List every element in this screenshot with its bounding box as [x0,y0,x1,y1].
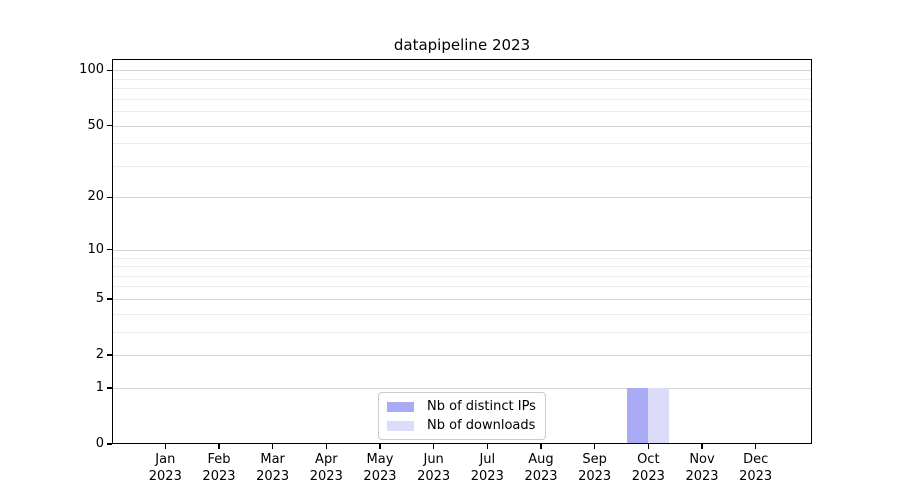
legend: Nb of distinct IPs Nb of downloads [378,392,546,440]
x-tick-label: Aug 2023 [524,452,558,484]
x-tick-label: Dec 2023 [739,452,773,484]
y-gridline-minor [112,313,812,315]
y-gridline-minor [112,111,812,113]
x-tick [593,444,596,449]
y-tick [107,249,112,251]
y-gridline-minor [112,266,812,268]
x-tick-label: Apr 2023 [309,452,343,484]
y-gridline-minor [112,143,812,145]
x-tick-label: Sep 2023 [578,452,612,484]
y-tick [107,387,112,389]
y-tick-label: 50 [87,117,104,133]
legend-label-distinct-ips: Nb of distinct IPs [427,399,536,414]
legend-item-distinct-ips: Nb of distinct IPs [387,399,536,414]
x-tick [540,444,542,449]
gridlines-layer [112,59,812,444]
x-tick-label: May 2023 [363,452,397,484]
y-tick [107,124,112,127]
x-tick [218,444,220,449]
y-gridline-minor [112,275,812,277]
legend-item-downloads: Nb of downloads [387,418,536,433]
x-tick [325,444,327,449]
y-tick [107,354,112,356]
y-gridline-minor [112,331,812,333]
bars-layer [112,59,812,444]
x-tick-label: Mar 2023 [256,452,290,484]
y-tick [107,69,112,71]
x-tick [164,444,166,449]
y-gridline-major [112,355,812,357]
x-tick [701,444,703,449]
x-tick-label: Jan 2023 [148,452,182,484]
y-gridline-major [112,197,812,199]
y-gridline-minor [112,286,812,288]
legend-swatch-downloads [387,420,414,431]
x-tick-label: Feb 2023 [202,452,236,484]
y-tick-label: 2 [95,347,104,363]
y-tick-label: 10 [87,241,104,257]
legend-swatch-distinct-ips [387,401,414,412]
y-tick-label: 20 [87,189,104,205]
y-tick-label: 100 [79,62,104,78]
y-tick [107,443,112,445]
y-tick [107,298,112,300]
y-gridline-minor [112,165,812,167]
y-tick-label: 5 [95,290,104,306]
x-tick [647,444,650,449]
x-tick-label: Nov 2023 [685,452,719,484]
x-tick-label: Jun 2023 [417,452,451,484]
y-gridline-major [112,70,812,72]
x-tick-label: Oct 2023 [631,452,665,484]
y-gridline-minor [112,257,812,259]
x-tick [379,444,381,449]
y-gridline-major [112,125,812,127]
bar-distinct-ips [627,387,649,444]
y-gridline-major [112,387,812,389]
y-tick-label: 0 [95,436,104,451]
x-tick [432,444,435,449]
y-gridline-minor [112,78,812,80]
x-tick [271,444,274,449]
legend-label-downloads: Nb of downloads [427,418,536,433]
bar-downloads [648,387,670,444]
chart-title: datapipeline 2023 [393,36,531,54]
x-tick-label: Jul 2023 [470,452,504,484]
y-gridline-major [112,298,812,300]
x-tick [754,444,757,449]
y-gridline-minor [112,98,812,100]
y-tick [107,196,112,199]
y-tick-label: 1 [95,379,104,395]
plot-area: Nb of distinct IPs Nb of downloads [112,59,812,444]
y-gridline-minor [112,88,812,90]
x-tick [486,444,488,449]
y-gridline-major [112,249,812,251]
